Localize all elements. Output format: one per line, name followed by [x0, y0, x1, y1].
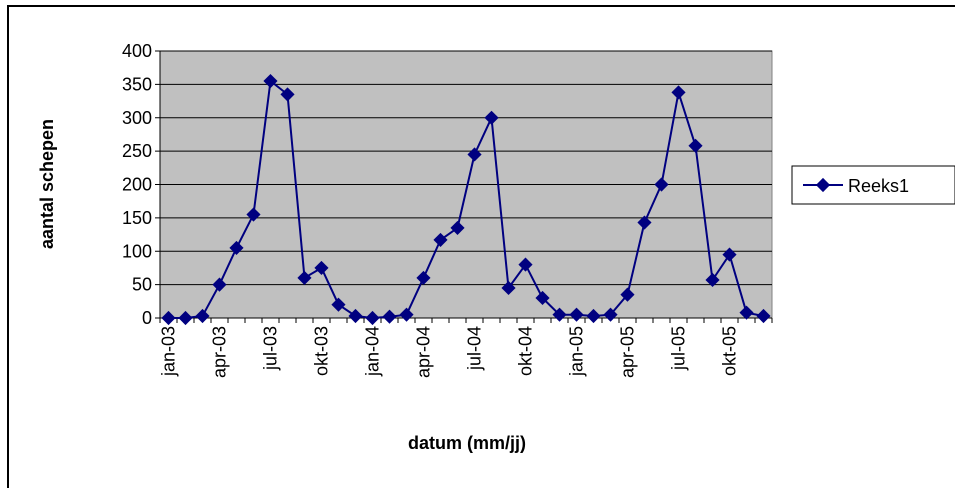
data-point-marker: [620, 287, 635, 302]
y-axis-title: aantal schepen: [37, 119, 57, 249]
data-point-marker: [382, 309, 397, 324]
x-tick-label: okt-03: [312, 326, 332, 376]
data-point-marker: [399, 307, 414, 322]
data-point-marker: [569, 307, 584, 322]
x-axis-title: datum (mm/jj): [408, 433, 526, 453]
x-tick-label: jan-05: [567, 326, 587, 377]
y-tick-label: 200: [122, 175, 152, 195]
data-point-marker: [161, 310, 176, 326]
data-point-marker: [467, 147, 482, 162]
data-point-marker: [688, 138, 703, 153]
data-point-marker: [416, 270, 431, 286]
x-axis: jan-03 apr-03 jul-03 okt-03 jan-04 apr-04 jul-…: [159, 317, 773, 378]
data-point-marker: [518, 257, 533, 272]
y-tick-label: 0: [142, 308, 152, 328]
legend-marker-swatch: [815, 177, 831, 193]
data-point-marker: [433, 232, 448, 247]
x-tick-label: jul-04: [465, 326, 485, 371]
data-point-marker: [195, 308, 210, 324]
y-tick-label: 300: [122, 108, 152, 128]
data-point-marker: [552, 307, 567, 322]
y-tick-label: 150: [122, 208, 152, 228]
data-point-marker: [365, 310, 380, 326]
x-tick-label: okt-05: [720, 326, 740, 376]
x-tick-label: okt-04: [516, 326, 536, 376]
data-point-marker: [722, 247, 737, 262]
y-axis: 0 50 100 150 200 250 300 350 400: [122, 41, 161, 328]
data-point-marker: [603, 307, 618, 322]
series-line: [168, 79, 764, 320]
data-point-marker: [314, 260, 329, 275]
y-tick-label: 100: [122, 241, 152, 261]
data-point-marker: [671, 85, 686, 100]
x-tick-label: jul-03: [261, 326, 281, 371]
data-point-marker: [501, 280, 516, 296]
data-point-marker: [739, 305, 754, 320]
data-point-marker: [212, 277, 227, 292]
y-tick-label: 50: [132, 275, 152, 295]
data-point-marker: [246, 207, 261, 222]
data-point-marker: [297, 270, 312, 286]
data-point-marker: [535, 290, 550, 306]
x-tick-label: apr-03: [210, 326, 230, 378]
chart-frame: [7, 5, 955, 488]
data-point-marker: [705, 272, 720, 288]
data-point-marker: [348, 308, 363, 324]
x-tick-label: apr-05: [618, 326, 638, 378]
legend: Reeks1: [791, 165, 955, 205]
data-point-marker: [178, 310, 193, 326]
y-tick-label: 400: [122, 41, 152, 61]
x-tick-label: apr-04: [414, 326, 434, 378]
x-tick-label: jan-03: [159, 326, 179, 377]
x-tick-label: jan-04: [363, 326, 383, 377]
y-tick-label: 250: [122, 141, 152, 161]
data-point-marker: [586, 308, 601, 324]
data-point-marker: [654, 177, 669, 192]
y-tick-label: 350: [122, 74, 152, 94]
legend-label-reeks1: Reeks1: [848, 176, 909, 196]
data-point-marker: [756, 308, 771, 324]
gridlines: [160, 50, 772, 286]
x-tick-label: jul-05: [669, 326, 689, 371]
